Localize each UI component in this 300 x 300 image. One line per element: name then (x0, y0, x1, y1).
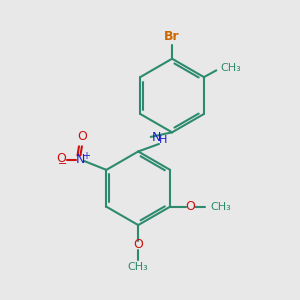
Text: N: N (152, 131, 161, 144)
Text: +: + (82, 151, 90, 161)
Text: O: O (56, 152, 66, 166)
Text: CH₃: CH₃ (128, 262, 148, 272)
Text: O: O (133, 238, 143, 251)
Text: N: N (76, 153, 85, 166)
Text: O: O (77, 130, 87, 143)
Text: CH₃: CH₃ (211, 202, 232, 212)
Text: −: − (58, 159, 68, 169)
Text: Br: Br (164, 29, 180, 43)
Text: CH₃: CH₃ (221, 63, 242, 73)
Text: O: O (185, 200, 195, 213)
Text: H: H (159, 135, 167, 145)
